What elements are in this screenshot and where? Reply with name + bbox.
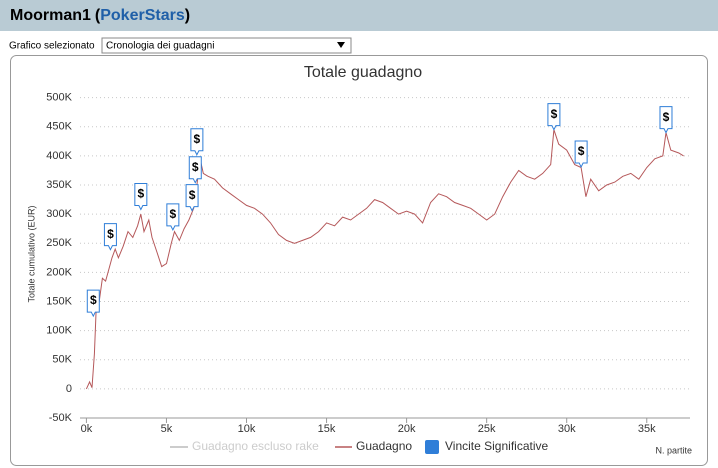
legend-label[interactable]: Vincite Significative: [445, 439, 548, 453]
flag-box: [659, 106, 673, 134]
x-tick-label: 25k: [478, 423, 496, 435]
flag-box: [190, 128, 204, 156]
flag-label: $: [170, 207, 177, 221]
flag-label: $: [90, 293, 97, 307]
y-axis-label: Totale cumulativo (EUR): [26, 205, 36, 302]
flag-label: $: [194, 132, 201, 146]
win-flag: $: [659, 106, 673, 134]
win-flag: $: [574, 140, 588, 169]
selector-value: Cronologia dei guadagni: [106, 41, 214, 52]
flag-box: [166, 203, 180, 231]
win-flag: $: [190, 128, 204, 156]
selector-arrow: [337, 42, 345, 48]
header-title: Moorman1 (PokerStars): [10, 7, 190, 24]
win-flag: $: [185, 184, 199, 212]
y-tick-label: 200K: [46, 266, 72, 278]
legend-label[interactable]: Guadagno escluso rake: [192, 439, 319, 453]
win-flag: $: [134, 182, 148, 211]
y-tick-label: 500K: [46, 92, 72, 104]
y-tick-label: 300K: [46, 208, 72, 220]
y-tick-label: 350K: [46, 179, 72, 191]
y-tick-label: 400K: [46, 150, 72, 162]
paren: (: [95, 7, 101, 24]
paren: ): [185, 7, 190, 24]
x-tick-label: 0k: [81, 423, 93, 435]
win-flag: $: [547, 103, 561, 131]
flag-box: [103, 223, 117, 251]
y-tick-label: 0: [66, 383, 72, 395]
flag-box: [574, 140, 588, 169]
y-tick-label: 150K: [46, 295, 72, 307]
flag-box: [547, 103, 561, 131]
plot: -50K 0 50K 100K 150K 200K 250K 300K 350K 400K 450K…: [46, 92, 690, 454]
flag-label: $: [137, 187, 144, 201]
flag-label: $: [192, 160, 199, 174]
flag-label: $: [107, 227, 114, 241]
legend-label[interactable]: Guadagno: [356, 439, 412, 453]
win-flag: $: [166, 203, 180, 231]
selector-label: Grafico selezionato: [9, 41, 95, 52]
flag-box: [134, 182, 148, 211]
x-tick-label: 10k: [238, 423, 256, 435]
header-bar: [0, 0, 718, 31]
flag-label: $: [189, 188, 196, 202]
flag-box: [188, 156, 202, 184]
win-flag: $: [103, 223, 117, 251]
flag-label: $: [663, 110, 670, 124]
profit-line: [85, 129, 684, 390]
x-tick-label: 5k: [161, 423, 173, 435]
site-link[interactable]: PokerStars: [100, 7, 185, 24]
win-flag: $: [188, 156, 202, 184]
flag-label: $: [578, 144, 585, 158]
flag-box: [185, 184, 199, 212]
legend-swatch: [425, 440, 439, 454]
flag-box: [86, 289, 100, 318]
win-flag: $: [86, 289, 100, 318]
y-tick-label: 450K: [46, 121, 72, 133]
chart-title: Totale guadagno: [304, 64, 422, 81]
flag-label: $: [551, 107, 558, 121]
y-tick-label: -50K: [49, 412, 73, 424]
chart-panel: [10, 55, 708, 466]
x-tick-label: 35k: [638, 423, 656, 435]
selector[interactable]: [101, 37, 352, 54]
x-tick-label: 20k: [398, 423, 416, 435]
y-tick-label: 100K: [46, 325, 72, 337]
y-tick-label: 250K: [46, 237, 72, 249]
player-name: Moorman1: [10, 7, 91, 24]
y-tick-label: 50K: [52, 354, 72, 366]
x-axis-label: N. partite: [655, 445, 692, 455]
x-tick-label: 30k: [558, 423, 576, 435]
x-tick-label: 15k: [318, 423, 336, 435]
